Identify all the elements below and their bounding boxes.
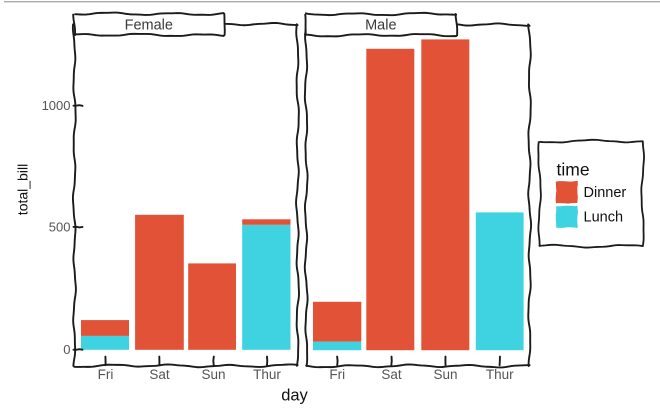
svg-text:Sat: Sat (149, 367, 170, 382)
svg-text:Dinner: Dinner (584, 185, 627, 201)
svg-text:day: day (281, 387, 308, 405)
svg-text:Fri: Fri (98, 367, 114, 382)
svg-text:Fri: Fri (329, 367, 345, 382)
svg-text:Male: Male (365, 17, 396, 33)
svg-text:Thur: Thur (253, 367, 281, 382)
svg-text:500: 500 (49, 220, 71, 235)
svg-text:0: 0 (63, 342, 70, 357)
svg-text:Female: Female (125, 17, 173, 33)
svg-text:Thur: Thur (486, 367, 514, 382)
svg-text:Sat: Sat (381, 367, 402, 382)
svg-text:1000: 1000 (42, 98, 71, 113)
svg-text:Sun: Sun (201, 367, 225, 382)
svg-text:Lunch: Lunch (584, 210, 624, 226)
svg-text:Sun: Sun (433, 367, 457, 382)
svg-text:time: time (557, 160, 590, 180)
svg-text:total_bill: total_bill (15, 164, 31, 215)
